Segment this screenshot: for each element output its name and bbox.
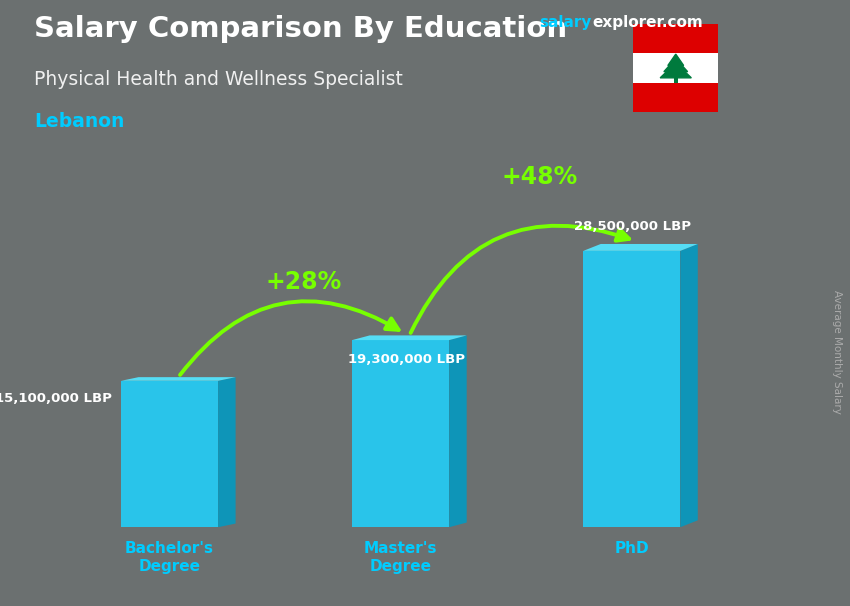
Polygon shape — [664, 59, 688, 72]
Bar — [674, 75, 677, 83]
FancyArrowPatch shape — [411, 225, 629, 333]
Bar — [633, 53, 718, 83]
Polygon shape — [218, 377, 235, 527]
Text: 28,500,000 LBP: 28,500,000 LBP — [574, 220, 691, 233]
Polygon shape — [121, 381, 218, 527]
Polygon shape — [680, 244, 698, 527]
Polygon shape — [583, 251, 680, 527]
Text: Average Monthly Salary: Average Monthly Salary — [832, 290, 842, 413]
Text: explorer.com: explorer.com — [592, 15, 703, 30]
Text: Lebanon: Lebanon — [34, 112, 124, 131]
Polygon shape — [352, 335, 467, 340]
Bar — [633, 24, 718, 53]
Text: 19,300,000 LBP: 19,300,000 LBP — [348, 353, 465, 366]
Polygon shape — [668, 54, 683, 65]
Text: Salary Comparison By Education: Salary Comparison By Education — [34, 15, 567, 43]
Text: +28%: +28% — [265, 270, 342, 295]
Polygon shape — [583, 244, 698, 251]
FancyArrowPatch shape — [180, 301, 399, 375]
Polygon shape — [660, 63, 691, 78]
Bar — [633, 83, 718, 112]
Polygon shape — [352, 340, 449, 527]
Text: salary: salary — [540, 15, 592, 30]
Polygon shape — [449, 335, 467, 527]
Polygon shape — [121, 377, 235, 381]
Text: Physical Health and Wellness Specialist: Physical Health and Wellness Specialist — [34, 70, 403, 88]
Text: +48%: +48% — [502, 165, 577, 188]
Text: 15,100,000 LBP: 15,100,000 LBP — [0, 392, 112, 405]
